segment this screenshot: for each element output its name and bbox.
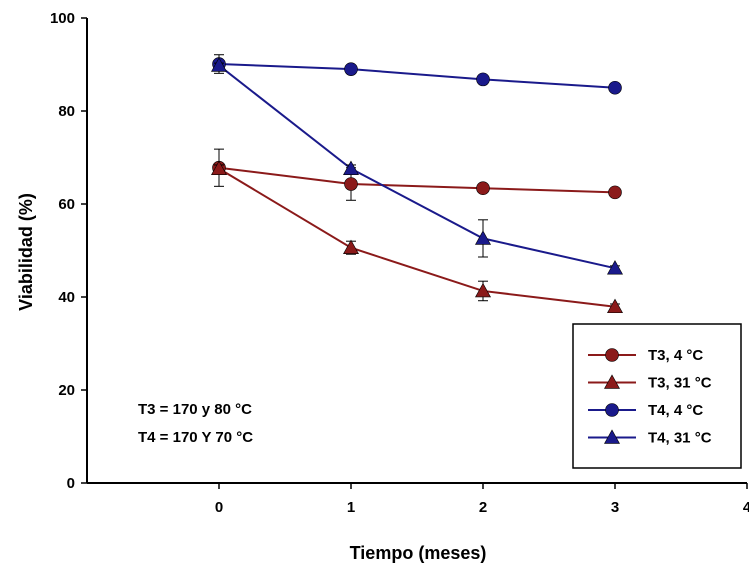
data-point <box>343 239 359 254</box>
y-tick-label: 100 <box>50 10 75 27</box>
x-tick-label: 0 <box>215 499 223 516</box>
data-point <box>476 181 490 195</box>
series-3 <box>211 57 623 275</box>
series-line <box>218 63 616 89</box>
legend-item: T4, 31 °C <box>588 429 712 447</box>
annotation-t4: T4 = 170 Y 70 °C <box>138 429 253 446</box>
x-axis-title: Tiempo (meses) <box>350 543 487 563</box>
data-point <box>607 298 623 314</box>
x-tick-label: 2 <box>479 499 487 516</box>
series-line <box>218 166 616 194</box>
legend-label: T4, 31 °C <box>648 430 712 447</box>
y-tick-label: 80 <box>58 103 75 120</box>
x-tick-label: 4 <box>743 499 749 516</box>
x-tick-label: 1 <box>347 499 355 516</box>
data-point <box>475 230 491 245</box>
data-point <box>211 160 227 175</box>
data-point <box>476 72 490 87</box>
legend: T3, 4 °C T3, 31 °C T4, 4 °C T4, 31 °C <box>572 323 742 469</box>
data-point <box>344 62 358 76</box>
series-2 <box>212 54 622 95</box>
legend-item: T4, 4 °C <box>588 402 703 419</box>
legend-marker <box>604 374 620 389</box>
data-point <box>608 80 622 95</box>
series-1 <box>211 160 623 314</box>
y-tick-label: 60 <box>58 196 75 213</box>
legend-item: T3, 4 °C <box>588 347 703 364</box>
y-axis-title: Viabilidad (%) <box>16 193 36 311</box>
series-0 <box>212 148 622 201</box>
axes: 0 20 40 60 80 100 0 1 2 3 4 <box>50 10 749 516</box>
x-tick-label: 3 <box>611 499 619 516</box>
series-line <box>218 64 616 270</box>
series-layer <box>211 54 623 314</box>
y-tick-label: 20 <box>58 382 75 399</box>
data-point <box>475 282 491 298</box>
legend-marker <box>605 348 619 362</box>
annotation-t3: T3 = 170 y 80 °C <box>138 401 252 418</box>
data-point <box>211 57 227 72</box>
y-tick-label: 40 <box>58 289 75 306</box>
legend-label: T3, 31 °C <box>648 375 712 392</box>
y-tick-label: 0 <box>67 475 75 492</box>
legend-item: T3, 31 °C <box>588 374 712 392</box>
legend-label: T4, 4 °C <box>648 402 703 419</box>
legend-label: T3, 4 °C <box>648 347 703 364</box>
legend-box <box>572 323 742 469</box>
data-point <box>607 260 623 275</box>
data-point <box>608 185 622 200</box>
legend-marker <box>604 429 620 444</box>
data-point <box>343 160 359 175</box>
series-line <box>218 167 616 308</box>
data-point <box>344 177 358 191</box>
legend-marker <box>605 403 619 417</box>
